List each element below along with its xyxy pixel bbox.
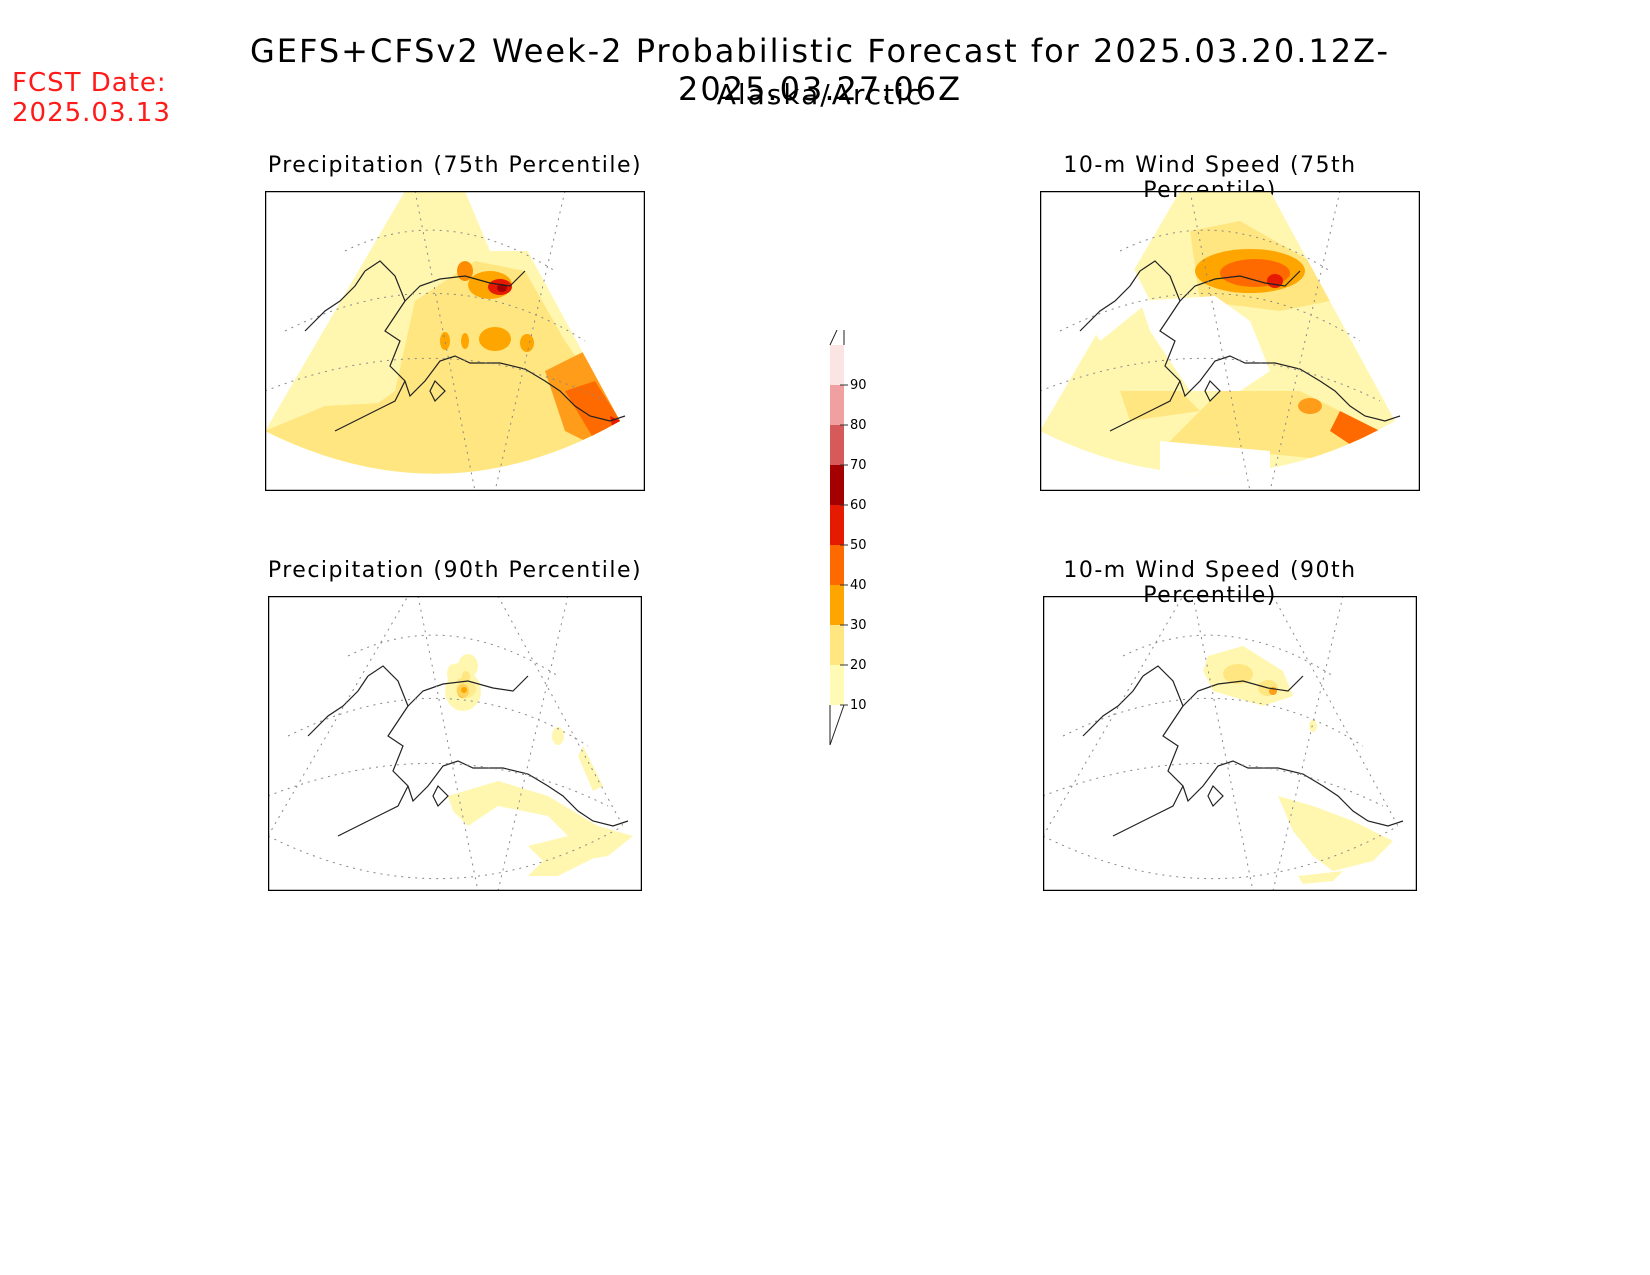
legend-label: 20 — [850, 658, 867, 673]
frame — [265, 191, 645, 491]
legend-swatch — [830, 385, 844, 425]
frame — [268, 596, 642, 891]
frame — [1043, 596, 1417, 891]
legend-label: 90 — [850, 378, 867, 393]
frame — [1040, 191, 1420, 491]
graticule — [1043, 596, 1399, 891]
legend-labels: 10 20 30 40 50 60 70 80 90 — [840, 378, 867, 713]
map-precip75 — [265, 191, 645, 491]
precip90-contours — [445, 654, 633, 876]
coastline — [304, 260, 626, 432]
legend-swatch — [830, 345, 844, 385]
legend-swatch — [830, 545, 844, 585]
panel-title-precip75: Precipitation (75th Percentile) — [267, 153, 643, 178]
map-wind90 — [1043, 596, 1417, 891]
legend-tail-top — [829, 330, 845, 346]
legend-swatch — [830, 585, 844, 625]
map-wind75 — [1040, 191, 1420, 491]
fcst-date-block: FCST Date: 2025.03.13 — [12, 68, 171, 128]
legend-label: 60 — [850, 498, 867, 513]
precip75-contours — [265, 191, 620, 474]
graticule — [268, 596, 624, 891]
legend-label: 80 — [850, 418, 867, 433]
coastline — [307, 665, 629, 837]
map-precip90 — [268, 596, 642, 891]
legend-boxes — [829, 330, 845, 746]
coastline — [1079, 260, 1401, 432]
panel-title-wind90: 10-m Wind Speed (90th Percentile) — [1063, 558, 1357, 608]
legend-swatch — [830, 665, 844, 705]
graticule — [265, 191, 606, 491]
legend-swatch — [830, 505, 844, 545]
legend-label: 30 — [850, 618, 867, 633]
legend-tail-bottom — [829, 704, 845, 746]
legend-label: 70 — [850, 458, 867, 473]
legend-swatch — [830, 425, 844, 465]
legend-label: 50 — [850, 538, 867, 553]
fcst-date-label: FCST Date: — [12, 68, 167, 98]
legend-swatch — [830, 465, 844, 505]
color-legend: 10 20 30 40 50 60 70 80 90 — [829, 330, 867, 746]
panel-title-precip90: Precipitation (90th Percentile) — [267, 558, 643, 583]
wind75-contours — [1040, 191, 1395, 474]
legend-label: 40 — [850, 578, 867, 593]
graticule — [1040, 191, 1381, 491]
coastline — [1082, 665, 1404, 837]
fcst-date-value: 2025.03.13 — [12, 98, 171, 128]
wind90-contours — [1203, 646, 1393, 884]
legend-swatch — [830, 625, 844, 665]
region-subtitle: Alaska/Arctic — [716, 78, 924, 111]
main-title: GEFS+CFSv2 Week-2 Probabilistic Forecast… — [249, 32, 1390, 108]
legend-label: 10 — [850, 698, 867, 713]
